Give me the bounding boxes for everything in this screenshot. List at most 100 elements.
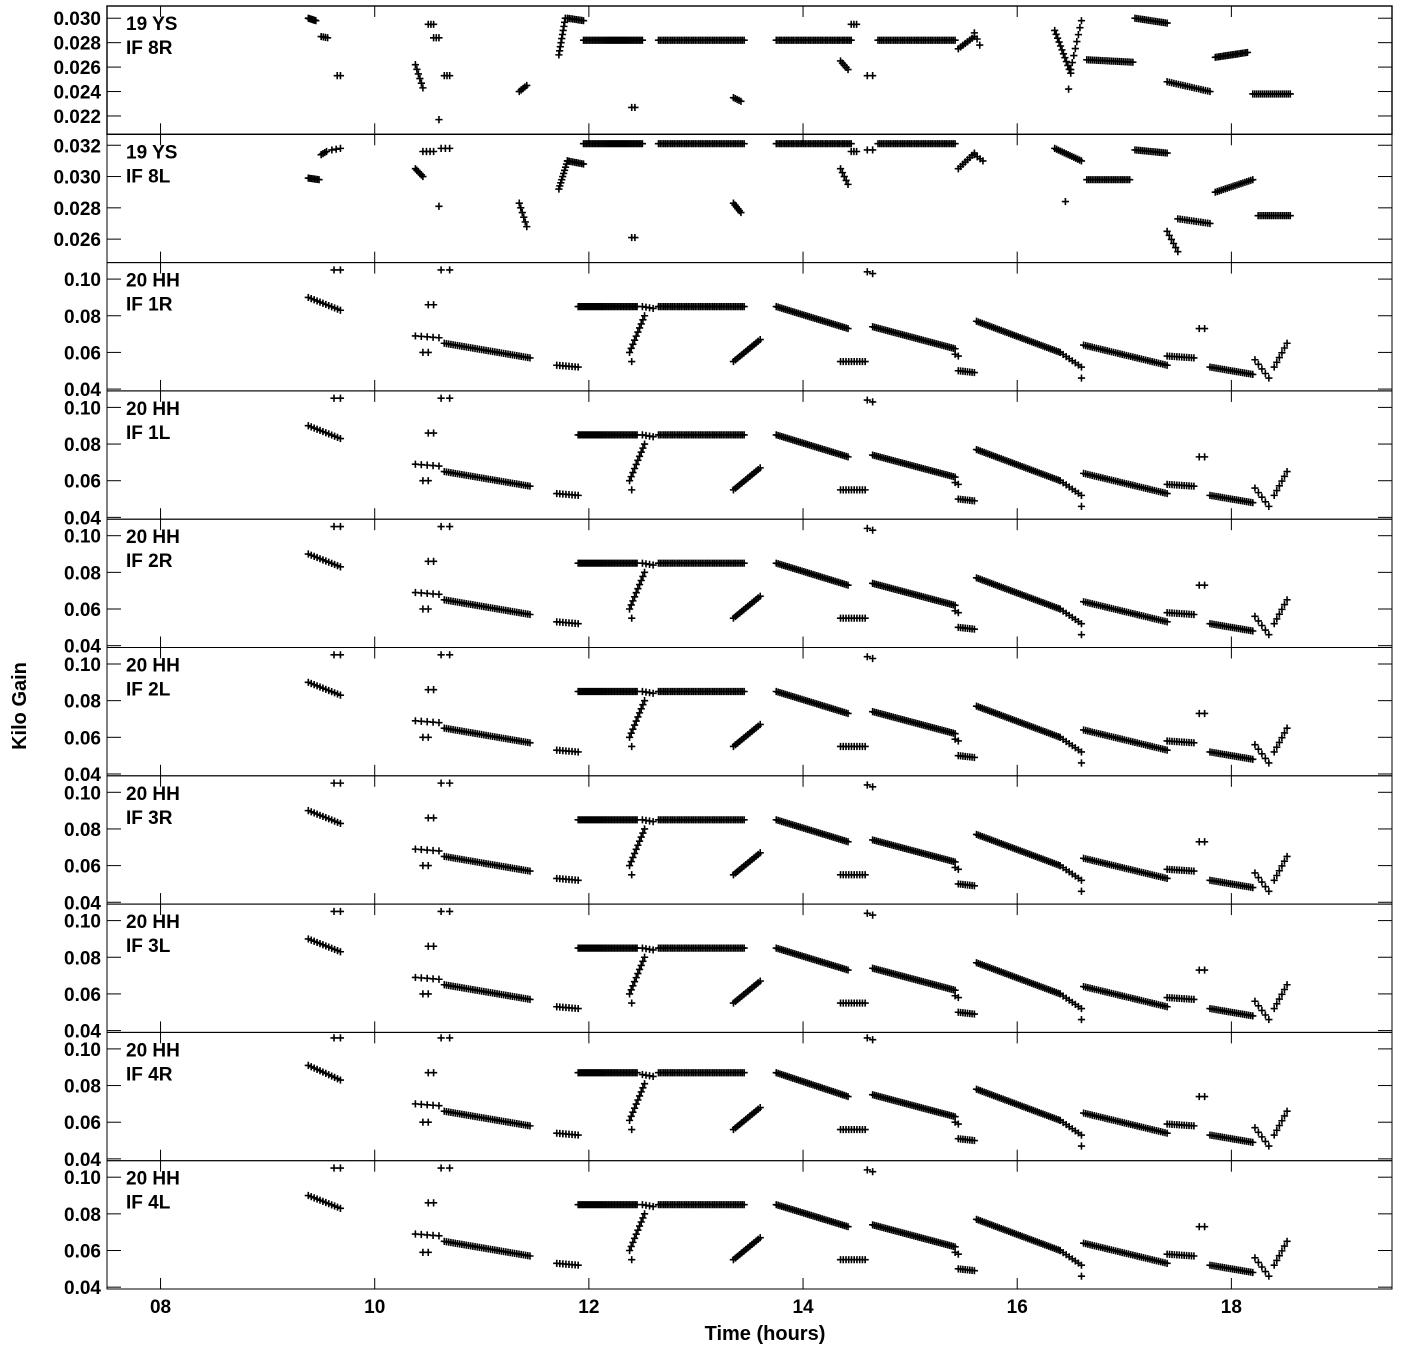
- data-point: [526, 610, 534, 619]
- data-point: [1249, 884, 1257, 892]
- panel: 0.10 0.08 0.06 0.04 20 HH IF 2R: [64, 518, 1393, 658]
- data-point: [627, 986, 635, 994]
- data-point: [625, 990, 634, 998]
- data-point: [437, 394, 445, 402]
- x-tick-label: 14: [792, 1297, 814, 1318]
- data-point: [632, 1100, 640, 1108]
- data-point: [1052, 30, 1060, 38]
- data-point: [1273, 487, 1281, 495]
- data-point: [435, 975, 443, 983]
- data-point: [323, 34, 332, 42]
- data-point: [639, 316, 647, 324]
- data-point: [630, 721, 639, 729]
- data-point: [979, 157, 987, 165]
- data-point: [1278, 1117, 1286, 1125]
- y-tick-label: 0.024: [53, 83, 101, 104]
- y-tick-label: 0.10: [64, 270, 101, 291]
- y-tick-label: 0.06: [64, 1113, 101, 1134]
- data-point: [1067, 65, 1075, 74]
- data-point: [416, 74, 424, 83]
- y-tick-label: 0.08: [64, 435, 101, 456]
- data-point: [1190, 867, 1198, 875]
- data-point: [523, 81, 531, 90]
- data-point: [1249, 1138, 1257, 1146]
- data-point: [435, 590, 443, 598]
- data-point: [1249, 499, 1257, 507]
- y-tick-label: 0.04: [64, 765, 101, 786]
- y-tick-label: 0.04: [64, 1022, 101, 1043]
- y-tick-label: 0.08: [64, 1205, 101, 1226]
- data-point: [625, 733, 634, 741]
- panel: 0.10 0.08 0.06 0.04 20 HH IF 4R: [64, 1031, 1393, 1171]
- data-point: [424, 1248, 432, 1256]
- data-point: [315, 176, 323, 184]
- data-point: [740, 559, 748, 567]
- data-point: [740, 1201, 748, 1209]
- y-tick-label: 0.06: [64, 600, 101, 621]
- data-point: [863, 396, 871, 404]
- data-point: [634, 1096, 642, 1104]
- data-point: [649, 946, 657, 954]
- data-point: [518, 208, 526, 217]
- data-point: [1258, 1133, 1266, 1141]
- data-point: [1261, 498, 1269, 506]
- data-point: [627, 857, 635, 866]
- data-point: [437, 907, 445, 916]
- data-point: [446, 907, 454, 916]
- data-point: [844, 1092, 852, 1101]
- data-point: [842, 176, 850, 185]
- data-point: [1280, 1242, 1289, 1250]
- data-point: [1270, 1261, 1278, 1269]
- data-point: [629, 1238, 637, 1246]
- x-tick-label: 12: [578, 1297, 599, 1318]
- data-point: [632, 845, 640, 853]
- data-point: [430, 20, 438, 28]
- data-point: [437, 1034, 445, 1042]
- data-point: [629, 340, 637, 348]
- data-point: [1273, 1126, 1281, 1134]
- data-point: [330, 1164, 338, 1172]
- data-point: [574, 748, 582, 756]
- data-point: [1163, 1003, 1171, 1011]
- data-point: [628, 614, 636, 622]
- data-point: [446, 1034, 454, 1042]
- data-point: [1265, 1015, 1273, 1024]
- data-point: [1275, 738, 1283, 747]
- y-tick-label: 0.06: [64, 343, 101, 364]
- data-point: [740, 816, 748, 824]
- data-point: [1261, 369, 1269, 378]
- data-point: [976, 41, 984, 49]
- panel-station-label: 20 HH: [126, 912, 180, 933]
- panel-station-label: 19 YS: [126, 142, 177, 163]
- data-point: [1062, 57, 1070, 66]
- data-point: [523, 223, 531, 231]
- data-point: [1201, 709, 1209, 718]
- data-point: [336, 72, 345, 80]
- data-point: [1254, 617, 1263, 625]
- data-point: [639, 957, 647, 965]
- data-point: [635, 1222, 644, 1230]
- data-point: [1077, 748, 1086, 756]
- data-point: [574, 363, 582, 371]
- y-tick-label: 0.08: [64, 948, 101, 969]
- data-point: [1254, 1258, 1263, 1267]
- data-point: [430, 942, 438, 950]
- y-tick-label: 0.06: [64, 472, 101, 493]
- data-point: [446, 1164, 454, 1172]
- data-point: [574, 491, 582, 499]
- data-point: [336, 394, 345, 402]
- data-point: [1163, 1259, 1171, 1267]
- data-point: [1270, 1131, 1278, 1139]
- y-tick-label: 0.10: [64, 655, 101, 676]
- data-point: [649, 818, 657, 826]
- data-point: [1054, 34, 1062, 42]
- data-point: [1077, 887, 1086, 895]
- data-point: [1273, 871, 1281, 880]
- y-tick-label: 0.08: [64, 820, 101, 841]
- data-point: [1174, 248, 1182, 256]
- data-point: [954, 1120, 962, 1128]
- data-point: [1126, 176, 1134, 184]
- data-point: [330, 522, 338, 531]
- data-point: [1165, 231, 1173, 239]
- data-point: [1251, 612, 1259, 620]
